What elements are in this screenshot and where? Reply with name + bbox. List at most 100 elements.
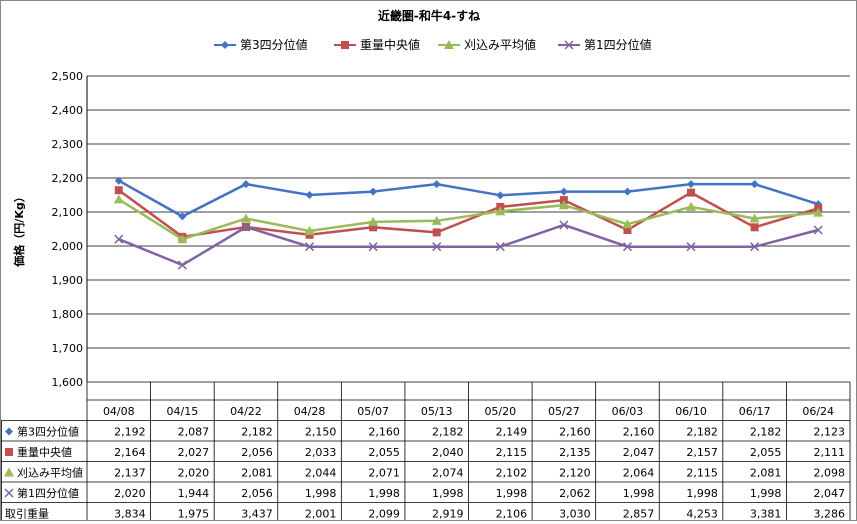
y-tick-label-5: 2,100: [52, 206, 84, 219]
table-cell-1-5: 2,040: [432, 446, 464, 459]
series-0-point-6: [496, 191, 505, 200]
x-category-label-5: 05/13: [421, 405, 453, 418]
series-line-3: [118, 223, 819, 267]
table-cell-3-4: 1,998: [368, 487, 400, 500]
table-cell-1-0: 2,164: [114, 446, 146, 459]
table-cell-2-10: 2,081: [750, 467, 782, 480]
table-cell-2-0: 2,137: [114, 467, 146, 480]
series-2-point-4: [368, 216, 379, 226]
series-3-point-2: [241, 222, 251, 232]
series-3-point-8: [622, 242, 632, 252]
table-cell-3-2: 2,056: [241, 487, 273, 500]
table-cell-0-1: 2,087: [178, 426, 210, 439]
series-3-point-11: [813, 225, 823, 235]
series-1-point-5: [432, 228, 441, 237]
series-2-point-8: [622, 219, 633, 229]
series-1-point-7: [559, 196, 568, 205]
table-cell-0-3: 2,150: [305, 426, 337, 439]
legend-marker-1: [341, 41, 349, 49]
table-cell-1-3: 2,033: [305, 446, 337, 459]
series-0-point-9: [687, 180, 696, 189]
table-row-label-0: 第3四分位値: [17, 425, 79, 439]
y-axis-label: 価格（円/Kg）: [12, 191, 26, 267]
table-cell-4-2: 3,437: [241, 508, 273, 521]
table-legend-key-3: [4, 488, 14, 498]
table-cell-3-11: 2,047: [814, 487, 846, 500]
table-cell-3-3: 1,998: [305, 487, 337, 500]
legend-marker-0: [221, 41, 229, 49]
table-legend-key-1: [5, 448, 13, 456]
table-row-label-2: 刈込み平均値: [17, 467, 83, 480]
table-cell-3-1: 1,944: [178, 487, 210, 500]
table-legend-key-0: [5, 427, 13, 436]
table-legend-key-2: [4, 467, 14, 477]
table-cell-1-6: 2,115: [496, 446, 528, 459]
y-tick-label-9: 2,500: [52, 70, 84, 83]
series-0-point-0: [114, 176, 123, 185]
table-cell-4-10: 3,381: [750, 508, 782, 521]
series-3-point-5: [432, 242, 442, 252]
table-cell-3-9: 1,998: [686, 487, 718, 500]
table-cell-2-3: 2,044: [305, 467, 337, 480]
table-cell-1-10: 2,055: [750, 446, 782, 459]
series-3-point-6: [495, 242, 505, 252]
table-cell-4-5: 2,919: [432, 508, 464, 521]
table-cell-3-7: 2,062: [559, 487, 591, 500]
legend-label-3: 第1四分位値: [584, 37, 652, 52]
series-2-point-11: [813, 207, 824, 217]
table-cell-4-11: 3,286: [814, 508, 846, 521]
series-2-point-9: [686, 201, 697, 211]
series-2-point-0: [113, 194, 124, 204]
table-cell-2-9: 2,115: [686, 467, 718, 480]
table-cell-4-0: 3,834: [114, 508, 146, 521]
table-cell-0-7: 2,160: [559, 426, 591, 439]
x-category-label-3: 04/28: [294, 405, 326, 418]
table-cell-4-7: 3,030: [559, 508, 591, 521]
table-cell-2-11: 2,098: [814, 467, 846, 480]
table-cell-3-8: 1,998: [623, 487, 655, 500]
chart-title: 近畿圏-和牛4-すね: [378, 8, 480, 23]
series-0-point-3: [305, 191, 314, 199]
table-cell-2-8: 2,064: [623, 467, 655, 480]
table-cell-0-9: 2,182: [686, 426, 718, 439]
table-row-label-4: 取引重量: [5, 507, 49, 521]
table-cell-1-8: 2,047: [623, 446, 655, 459]
series-line-0: [118, 179, 819, 218]
x-category-label-0: 04/08: [103, 405, 135, 418]
legend-label-0: 第3四分位値: [240, 37, 308, 52]
series-2-point-1: [177, 234, 188, 244]
series-2-point-6: [495, 206, 506, 216]
series-0-point-5: [432, 180, 441, 189]
table-cell-4-6: 2,106: [496, 508, 528, 521]
series-2-point-10: [749, 213, 760, 223]
legend-marker-2: [444, 40, 454, 49]
series-0-point-10: [750, 180, 759, 189]
series-0-point-2: [241, 180, 250, 189]
table-cell-4-1: 1,975: [178, 508, 210, 521]
series-line-1: [118, 189, 819, 239]
series-0-point-8: [623, 187, 632, 196]
series-3-point-1: [177, 260, 187, 270]
table-cell-2-4: 2,071: [368, 467, 400, 480]
series-line-2: [118, 198, 819, 241]
table-cell-4-4: 2,099: [368, 508, 400, 521]
table-cell-0-6: 2,149: [496, 426, 528, 439]
table-cell-2-7: 2,120: [559, 467, 591, 480]
series-3-point-10: [750, 242, 760, 252]
table-cell-1-2: 2,056: [241, 446, 273, 459]
table-cell-3-0: 2,020: [114, 487, 146, 500]
x-category-label-1: 04/15: [167, 405, 199, 418]
x-category-label-9: 06/10: [675, 405, 707, 418]
table-row-label-3: 第1四分位値: [17, 486, 79, 500]
series-2-point-2: [240, 213, 251, 223]
series-1-point-8: [623, 226, 632, 235]
table-cell-4-8: 2,857: [623, 508, 655, 521]
table-cell-0-10: 2,182: [750, 426, 782, 439]
series-2-point-3: [304, 226, 315, 236]
table-cell-2-6: 2,102: [496, 467, 528, 480]
y-tick-label-2: 1,800: [52, 308, 84, 321]
table-cell-1-7: 2,135: [559, 446, 591, 459]
x-category-label-10: 06/17: [739, 405, 771, 418]
